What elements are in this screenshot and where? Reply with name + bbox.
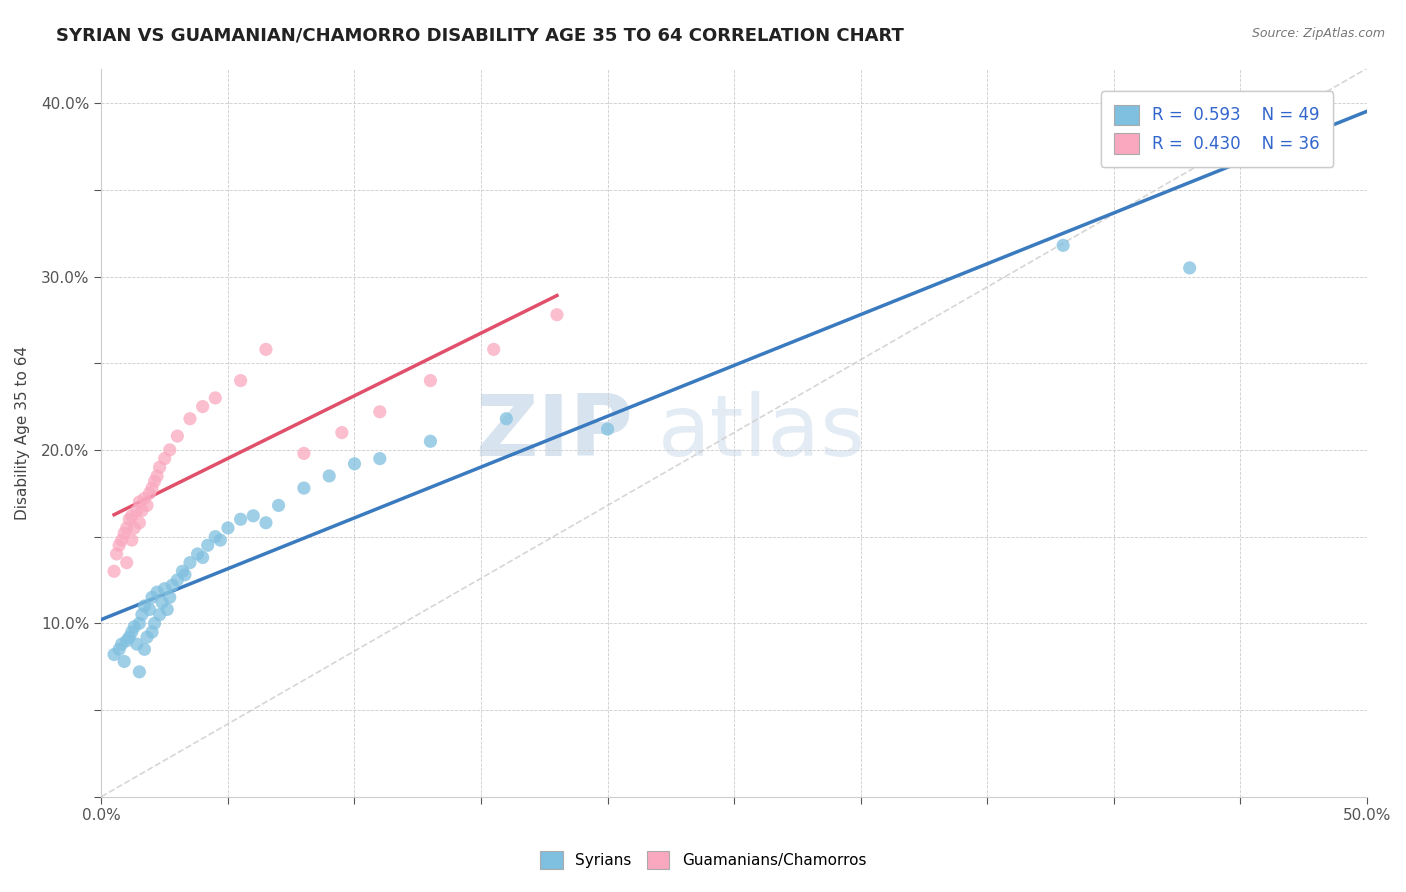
Point <box>156 602 179 616</box>
Point <box>131 607 153 622</box>
Point <box>134 599 156 613</box>
Point <box>143 474 166 488</box>
Point <box>1052 238 1074 252</box>
Point <box>118 630 141 644</box>
Point <box>1178 260 1201 275</box>
Point <box>330 425 353 440</box>
Point <box>254 343 277 357</box>
Point <box>368 405 391 419</box>
Point <box>187 547 209 561</box>
Point <box>343 457 366 471</box>
Point <box>191 550 214 565</box>
Point <box>108 538 131 552</box>
Point <box>159 442 181 457</box>
Point <box>111 637 134 651</box>
Point <box>146 585 169 599</box>
Text: Source: ZipAtlas.com: Source: ZipAtlas.com <box>1251 27 1385 40</box>
Point <box>242 508 264 523</box>
Point <box>162 578 184 592</box>
Point <box>111 533 134 547</box>
Text: atlas: atlas <box>658 391 866 474</box>
Point <box>153 451 176 466</box>
Point <box>254 516 277 530</box>
Point <box>150 595 173 609</box>
Point <box>138 602 160 616</box>
Point <box>419 434 441 449</box>
Point <box>368 451 391 466</box>
Point <box>197 538 219 552</box>
Point <box>134 491 156 506</box>
Point <box>118 512 141 526</box>
Point <box>179 411 201 425</box>
Point <box>125 503 148 517</box>
Point <box>136 499 159 513</box>
Point <box>153 582 176 596</box>
Point <box>121 533 143 547</box>
Legend: Syrians, Guamanians/Chamorros: Syrians, Guamanians/Chamorros <box>534 845 872 875</box>
Point <box>149 607 172 622</box>
Point <box>217 521 239 535</box>
Point <box>105 547 128 561</box>
Point <box>191 400 214 414</box>
Point <box>112 526 135 541</box>
Point <box>128 665 150 679</box>
Point <box>141 481 163 495</box>
Point <box>292 481 315 495</box>
Point <box>179 556 201 570</box>
Point <box>115 633 138 648</box>
Text: SYRIAN VS GUAMANIAN/CHAMORRO DISABILITY AGE 35 TO 64 CORRELATION CHART: SYRIAN VS GUAMANIAN/CHAMORRO DISABILITY … <box>56 27 904 45</box>
Point <box>267 499 290 513</box>
Point <box>141 591 163 605</box>
Point <box>204 530 226 544</box>
Point <box>546 308 568 322</box>
Point <box>318 469 340 483</box>
Point <box>103 648 125 662</box>
Point <box>166 573 188 587</box>
Point <box>229 374 252 388</box>
Point <box>495 411 517 425</box>
Point <box>596 422 619 436</box>
Point <box>166 429 188 443</box>
Text: ZIP: ZIP <box>475 391 633 474</box>
Point <box>209 533 232 547</box>
Point <box>174 567 197 582</box>
Point <box>138 486 160 500</box>
Point <box>124 620 146 634</box>
Point <box>292 446 315 460</box>
Point <box>121 624 143 639</box>
Point <box>115 556 138 570</box>
Point <box>121 508 143 523</box>
Point <box>131 503 153 517</box>
Point <box>128 516 150 530</box>
Point <box>128 616 150 631</box>
Point <box>159 591 181 605</box>
Point <box>419 374 441 388</box>
Legend: R =  0.593    N = 49, R =  0.430    N = 36: R = 0.593 N = 49, R = 0.430 N = 36 <box>1101 91 1333 167</box>
Point <box>149 460 172 475</box>
Point <box>172 564 194 578</box>
Point <box>124 521 146 535</box>
Point <box>229 512 252 526</box>
Point <box>115 521 138 535</box>
Point <box>141 624 163 639</box>
Point <box>136 630 159 644</box>
Point <box>204 391 226 405</box>
Point <box>143 616 166 631</box>
Y-axis label: Disability Age 35 to 64: Disability Age 35 to 64 <box>15 345 30 520</box>
Point <box>112 655 135 669</box>
Point <box>108 642 131 657</box>
Point <box>125 637 148 651</box>
Point <box>134 642 156 657</box>
Point <box>146 469 169 483</box>
Point <box>482 343 505 357</box>
Point <box>128 495 150 509</box>
Point <box>103 564 125 578</box>
